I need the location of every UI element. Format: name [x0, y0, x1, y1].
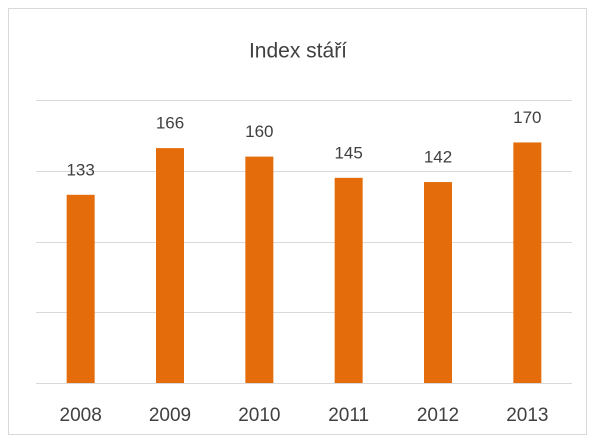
x-tick-label: 2010 — [238, 405, 280, 426]
data-label: 133 — [66, 160, 94, 179]
bar — [66, 194, 95, 383]
chart-title: Index stáří — [249, 40, 347, 63]
bar — [245, 156, 274, 383]
x-tick-label: 2011 — [328, 405, 369, 426]
data-label: 170 — [513, 108, 541, 127]
data-label: 142 — [424, 148, 452, 167]
data-label: 166 — [156, 114, 184, 133]
bar — [156, 148, 184, 383]
bar — [334, 177, 363, 383]
x-tick-label: 2013 — [506, 405, 548, 426]
data-label: 145 — [334, 143, 362, 162]
bar — [513, 142, 542, 383]
x-tick-label: 2008 — [60, 405, 102, 426]
chart-frame — [8, 8, 587, 435]
data-label: 160 — [245, 122, 273, 141]
x-tick-label: 2012 — [417, 405, 459, 426]
x-tick-label: 2009 — [149, 405, 191, 426]
bar — [424, 182, 452, 383]
